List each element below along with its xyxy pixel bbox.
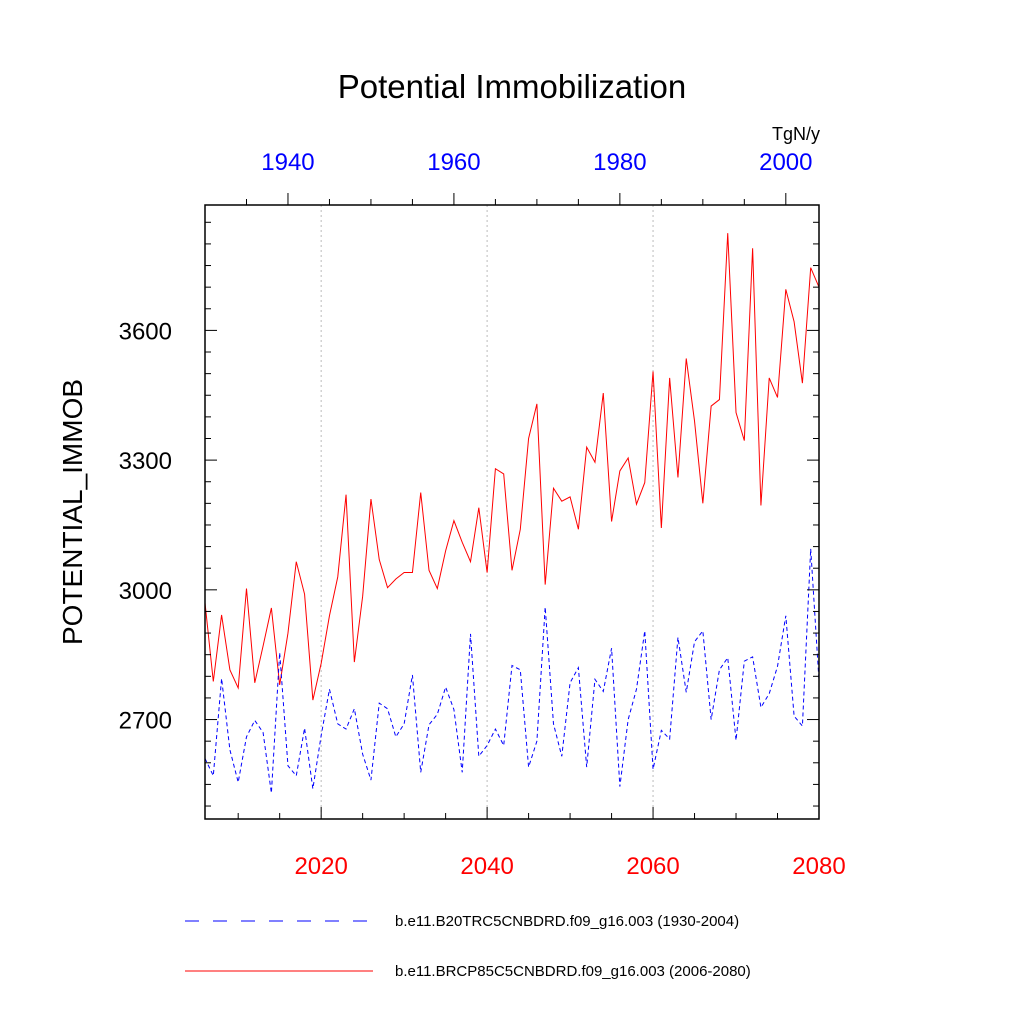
series-line-rcp85 bbox=[204, 233, 820, 701]
ticks: 2700 3000 3300 3600 2020 2040 2060 2080 1940 1960… bbox=[119, 149, 846, 880]
legend-label: b.e11.BRCP85C5CNBDRD.f09_g16.003 (2006-2… bbox=[395, 963, 751, 980]
units-label: TgN/y bbox=[772, 124, 820, 144]
x-tick-label-top: 2000 bbox=[759, 149, 812, 176]
x-tick-label-bottom: 2020 bbox=[294, 853, 347, 880]
x-tick-label-top: 1960 bbox=[427, 149, 480, 176]
x-tick-label-bottom: 2080 bbox=[792, 853, 845, 880]
y-tick-label: 2700 bbox=[119, 708, 172, 735]
plot-frame bbox=[204, 204, 820, 820]
x-tick-label-top: 1940 bbox=[261, 149, 314, 176]
y-tick-label: 3300 bbox=[119, 448, 172, 475]
grid bbox=[320, 205, 654, 819]
y-axis-label: POTENTIAL_IMMOB bbox=[57, 379, 88, 645]
x-tick-label-bottom: 2040 bbox=[460, 853, 513, 880]
legend-label: b.e11.B20TRC5CNBDRD.f09_g16.003 (1930-20… bbox=[395, 913, 739, 930]
x-tick-label-top: 1980 bbox=[593, 149, 646, 176]
y-tick-label: 3000 bbox=[119, 578, 172, 605]
series-line-historical bbox=[204, 548, 820, 794]
y-tick-label: 3600 bbox=[119, 318, 172, 345]
chart-title: Potential Immobilization bbox=[338, 68, 687, 105]
legend: b.e11.B20TRC5CNBDRD.f09_g16.003 (1930-20… bbox=[185, 913, 751, 980]
series-group bbox=[204, 233, 820, 794]
x-tick-label-bottom: 2060 bbox=[626, 853, 679, 880]
